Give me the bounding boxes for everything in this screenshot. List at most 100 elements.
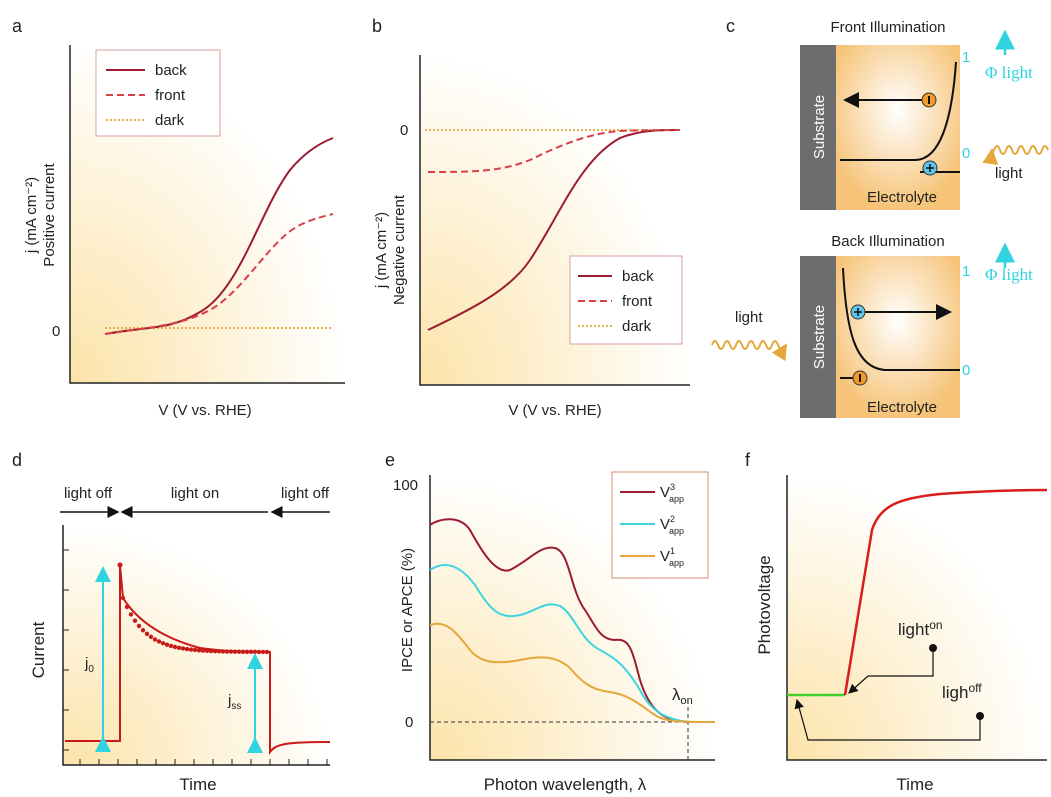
symbol: V [660, 548, 670, 565]
trace-dot [180, 646, 186, 651]
x-label: Time [179, 775, 216, 794]
back-curve [427, 129, 681, 331]
light-label: light [735, 309, 763, 326]
trace-dot [148, 634, 154, 640]
panel-c: c Front Illumination Substrate Electroly… [711, 16, 1049, 418]
pointer [794, 698, 981, 741]
trace-dot [144, 631, 150, 637]
tick-label: 0 [405, 714, 413, 731]
legend-label: V1 app [660, 546, 684, 568]
subscript: ss [231, 701, 241, 712]
light-on-label: lighton [898, 618, 943, 639]
band-curve [842, 267, 960, 371]
trace-dot [160, 641, 166, 646]
axes [786, 475, 1047, 761]
background [787, 475, 1047, 760]
trace-dot [216, 649, 222, 654]
legend-label: dark [155, 112, 185, 129]
legend-label: back [155, 62, 187, 79]
panel-f: f Photovoltage Time lighton lighoff [745, 450, 1048, 794]
trace-dot [228, 649, 234, 654]
electrolyte-region [836, 45, 960, 210]
y-label: j (mA cm⁻²) [373, 212, 390, 289]
trace-dot [220, 649, 226, 654]
trace-dot [128, 612, 134, 617]
phase-label: light on [171, 485, 219, 502]
trace-dot [184, 646, 190, 652]
x-label: V (V vs. RHE) [158, 402, 251, 419]
diagram-title: Front Illumination [830, 19, 945, 36]
legend-label: V3 app [660, 482, 684, 504]
panel-label: e [385, 450, 395, 470]
legend-label: back [622, 268, 654, 285]
x-label: V (V vs. RHE) [508, 402, 601, 419]
diagram-title: Back Illumination [831, 233, 944, 250]
trace-dots [117, 562, 270, 655]
legend-label: front [155, 87, 186, 104]
pointer [848, 648, 934, 694]
trace-dot [120, 595, 126, 601]
legend-label: dark [622, 318, 652, 335]
trace-dot [264, 649, 270, 655]
v1-curve [429, 622, 716, 723]
subscript: on [681, 695, 693, 707]
panel-a: a 0 j (mA cm⁻²) Positive current V (V vs… [12, 16, 345, 419]
trace-dot [164, 642, 170, 647]
y-label: Photovoltage [755, 555, 774, 654]
axis-zero: 0 [962, 145, 970, 162]
trace-dot [232, 649, 238, 654]
light-label: light [995, 165, 1023, 182]
phase-label: light off [281, 485, 330, 502]
minor-ticks [63, 549, 328, 765]
superscript: 2 [670, 514, 675, 524]
panel-b: b 0 j (mA cm⁻²) Negative current V (V vs… [372, 16, 690, 419]
plus [926, 164, 934, 172]
panel-label: d [12, 450, 22, 470]
superscript: on [929, 618, 942, 632]
legend [569, 255, 683, 345]
trace-dot [176, 645, 182, 650]
panel-label: b [372, 16, 382, 36]
subscript: 0 [88, 664, 94, 675]
trace-dot [156, 639, 162, 644]
word: light [898, 620, 929, 639]
light-wave [711, 340, 788, 362]
panel-label: c [726, 16, 735, 36]
trace-dot [256, 649, 262, 655]
trace-dot [260, 649, 266, 655]
legend-label: V2 app [660, 514, 684, 536]
trace-dot [188, 647, 194, 652]
panel-e: e 100 0 IPCE or APCE (%) Photon waveleng… [385, 450, 716, 794]
axes [69, 45, 345, 384]
x-label: Photon wavelength, λ [484, 775, 647, 794]
substrate-label: Substrate [811, 95, 828, 159]
electrolyte-region [836, 256, 960, 418]
electrolyte-label: Electrolyte [867, 399, 937, 416]
photovoltage-trace [843, 488, 1048, 696]
lambda-on: λon [672, 685, 693, 707]
trace-dot [152, 637, 158, 642]
front-curve [427, 129, 681, 173]
legend [95, 49, 221, 137]
trace-dot [208, 648, 214, 654]
axes [62, 525, 330, 766]
light-off-label: lighoff [942, 681, 982, 702]
v3-curve [429, 518, 715, 723]
axes [419, 55, 690, 386]
panel-label: f [745, 450, 751, 470]
tick-label: 100 [393, 477, 418, 494]
axis-one: 1 [962, 49, 970, 66]
light-wave [982, 145, 1049, 165]
trace-dot [252, 649, 258, 655]
axis-zero: 0 [962, 362, 970, 379]
y-label: j (mA cm⁻²) [23, 177, 40, 254]
trace-dot [196, 648, 202, 653]
y-label: Positive current [41, 162, 58, 266]
plus [854, 308, 862, 316]
phi-label: Φ light [985, 63, 1033, 82]
back-curve [104, 137, 334, 335]
symbol: V [660, 484, 670, 501]
substrate [800, 45, 836, 210]
substrate [800, 256, 836, 418]
